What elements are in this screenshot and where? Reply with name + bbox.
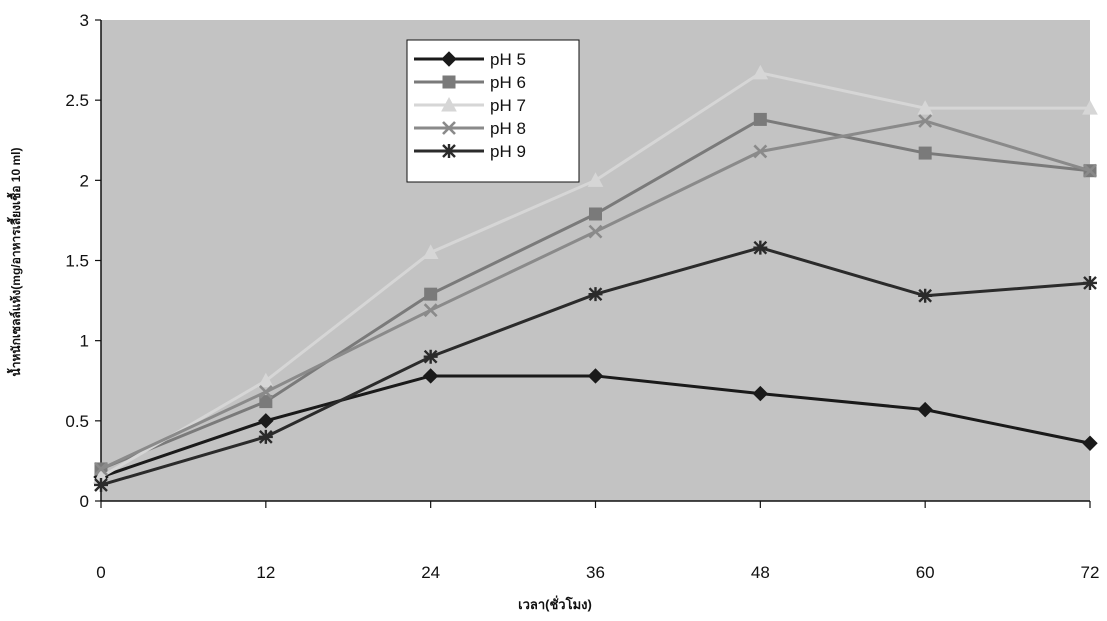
y-axis-ticks: 0 0.5 1 1.5 2 2.5 3 <box>65 11 101 511</box>
data-point <box>588 224 603 239</box>
data-point <box>259 395 273 409</box>
series-ph-8 <box>94 114 1097 476</box>
legend-label: pH 5 <box>490 50 526 69</box>
y-tick-label: 2 <box>80 171 89 190</box>
data-point <box>753 240 768 255</box>
legend-item: pH 5 <box>414 50 526 69</box>
y-axis-label: น้ำหนักเซลล์แห้ง(mg/อาหารเลี้ยงเชื้อ 10 … <box>6 148 23 377</box>
data-point <box>752 385 769 402</box>
data-point <box>1082 435 1098 451</box>
legend: pH 5 pH 6 pH 7 pH 8 pH 9 <box>406 39 580 183</box>
data-point <box>423 349 438 364</box>
data-point <box>918 146 932 160</box>
y-tick-label: 2.5 <box>65 91 89 110</box>
legend-swatch-marker <box>442 144 456 158</box>
legend-label: pH 8 <box>490 119 526 138</box>
x-tick-label: 72 <box>1081 563 1100 582</box>
legend-swatch-marker <box>441 51 457 67</box>
data-point <box>753 144 768 159</box>
data-point <box>587 172 604 187</box>
data-point <box>1083 275 1097 290</box>
data-point <box>588 287 603 302</box>
data-point <box>587 368 604 384</box>
y-tick-label: 3 <box>80 11 89 30</box>
legend-swatch-marker <box>441 96 457 112</box>
data-point <box>753 112 767 126</box>
x-tick-label: 12 <box>256 563 275 582</box>
x-axis-label: เวลา(ชั่วโมง) <box>518 595 592 612</box>
legend-swatch-marker <box>442 121 456 135</box>
data-point <box>258 413 274 429</box>
y-tick-label: 1 <box>80 332 89 351</box>
legend-label: pH 6 <box>490 73 526 92</box>
legend-item: pH 7 <box>414 96 526 115</box>
series-ph-9 <box>94 240 1097 492</box>
data-point <box>589 207 602 221</box>
data-point <box>258 429 273 444</box>
y-tick-label: 0 <box>80 492 89 511</box>
x-tick-label: 24 <box>421 563 440 582</box>
legend-box <box>406 39 580 183</box>
x-tick-label: 0 <box>96 563 105 582</box>
x-axis-ticks: 0 12 24 36 48 60 72 <box>96 501 1099 582</box>
y-tick-label: 1.5 <box>65 252 89 271</box>
data-point <box>422 244 439 259</box>
legend-item: pH 9 <box>414 142 526 161</box>
data-point <box>1082 100 1098 115</box>
legend-label: pH 9 <box>490 142 526 161</box>
x-tick-label: 60 <box>916 563 935 582</box>
data-point <box>1083 163 1097 178</box>
legend-items: pH 5 pH 6 pH 7 pH 8 pH 9 <box>414 50 526 161</box>
x-tick-label: 48 <box>751 563 770 582</box>
y-tick-label: 0.5 <box>65 412 89 431</box>
data-point <box>752 64 769 80</box>
legend-label: pH 7 <box>490 96 526 115</box>
x-tick-label: 36 <box>586 563 605 582</box>
data-point <box>424 287 438 301</box>
data-point <box>422 368 439 384</box>
data-point <box>258 385 273 399</box>
legend-swatch-marker <box>442 75 456 89</box>
series-layer <box>93 64 1098 492</box>
data-point <box>918 288 933 303</box>
plot-area <box>101 20 1090 501</box>
data-point <box>917 401 933 418</box>
data-point <box>917 100 934 115</box>
data-point <box>423 303 438 318</box>
data-point <box>94 477 108 492</box>
legend-item: pH 8 <box>414 119 526 138</box>
legend-item: pH 6 <box>414 73 526 92</box>
data-point <box>918 114 933 128</box>
data-point <box>94 462 108 476</box>
data-point <box>257 372 274 388</box>
